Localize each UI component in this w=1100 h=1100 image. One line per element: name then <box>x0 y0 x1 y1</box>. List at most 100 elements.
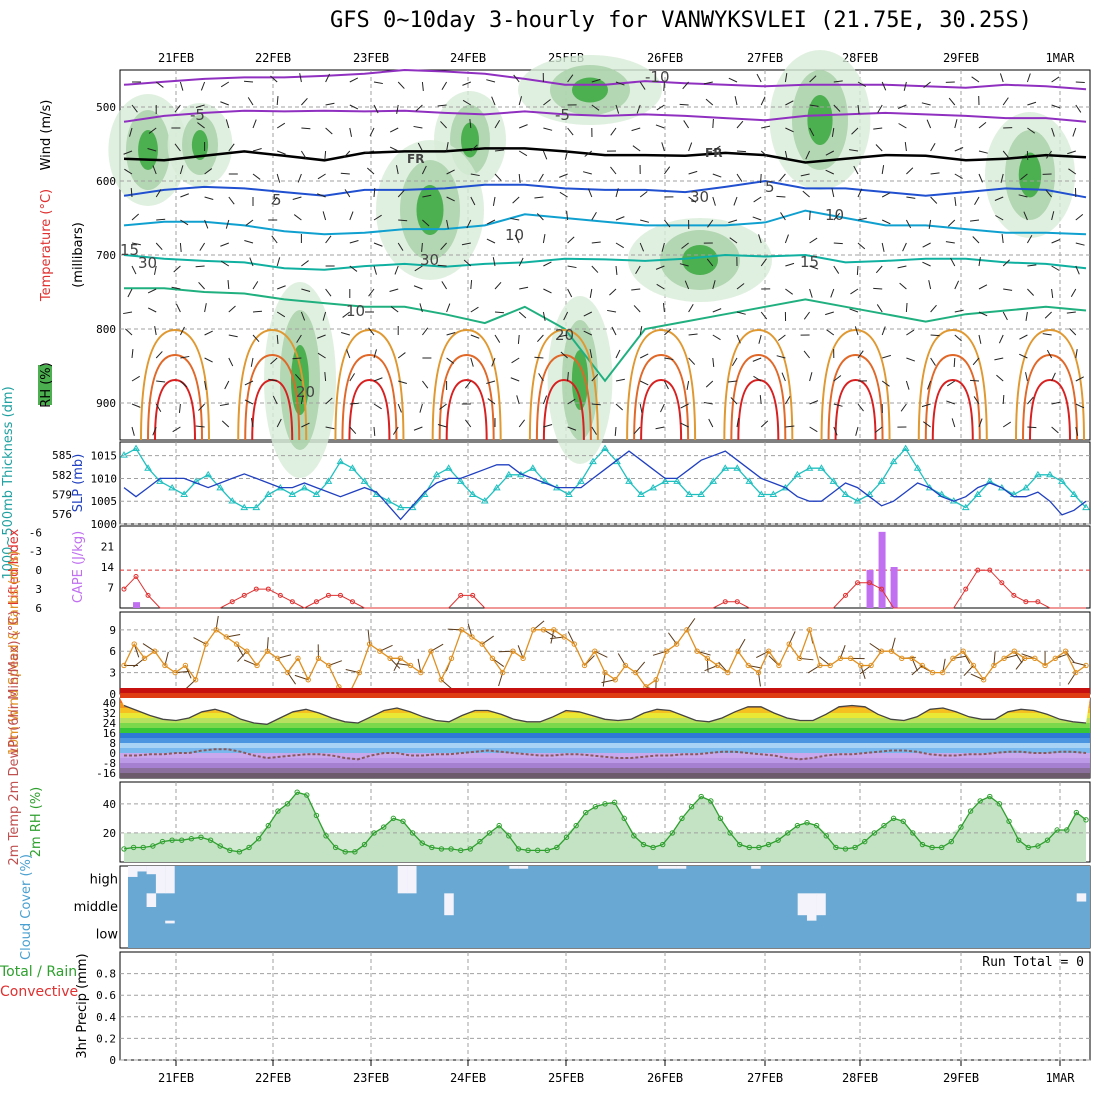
wind-barb <box>903 81 907 91</box>
wind-barb <box>753 375 762 382</box>
wind-barb <box>615 104 620 114</box>
wind-barb <box>1075 104 1082 113</box>
wind-barb <box>470 279 473 290</box>
wind-barb <box>930 142 936 152</box>
wind-barb <box>978 284 988 290</box>
lifted-index-point <box>289 599 295 605</box>
wind-barb <box>898 123 907 129</box>
wind-barb <box>437 264 447 267</box>
wind-barb <box>542 234 546 244</box>
temp-tick: -16 <box>96 767 116 780</box>
wind-barb <box>776 195 786 198</box>
lifted-index-point <box>722 599 728 605</box>
run-total: Run Total = 0 <box>982 955 1084 970</box>
precip-legend-convective: Convective <box>0 984 78 1000</box>
warm-contour <box>542 378 585 441</box>
wind-speed-point <box>223 634 230 640</box>
temp-tick: 24 <box>103 717 117 730</box>
cloud-gap <box>165 920 175 924</box>
wind-speed-point <box>561 634 567 640</box>
wind-barb <box>639 380 649 386</box>
wind-barb <box>174 104 181 113</box>
wind-barb <box>221 420 230 428</box>
wind-speed-point <box>602 669 608 676</box>
lifted-index-point <box>963 586 969 592</box>
wind-barb <box>516 395 520 405</box>
rh-point <box>717 815 724 822</box>
wind-barb <box>1046 150 1053 159</box>
wind-barb <box>487 398 496 405</box>
wind-barb <box>945 241 955 244</box>
wind-barb <box>225 219 230 229</box>
rh-point <box>765 841 772 848</box>
contour-label: 10 <box>505 226 524 244</box>
thickness-point <box>1082 503 1090 511</box>
contour-label: FR <box>407 152 424 166</box>
wind-barb <box>954 119 958 129</box>
wind-speed-point <box>141 655 148 662</box>
precip-legend-total: Total / Rain <box>0 964 77 980</box>
cloud-gap <box>397 866 408 894</box>
wind-barb <box>486 219 496 225</box>
wind-barb <box>954 309 964 313</box>
precip-axis-label: 3hr Precip (mm) <box>75 953 90 1058</box>
wind-barb <box>809 75 817 83</box>
wind-barb <box>784 234 789 244</box>
wind-barb <box>776 355 786 359</box>
cloud-axis-label: Cloud Cover (%) <box>19 854 34 960</box>
lifted-index-tick: 0 <box>35 564 42 577</box>
rh-point <box>833 844 839 851</box>
precip-tick: 0.2 <box>96 1032 116 1045</box>
rh-point <box>736 841 743 848</box>
wind-barb <box>857 81 867 87</box>
date-tick-bottom: 29FEB <box>943 1071 979 1085</box>
wind-barb <box>712 308 722 313</box>
wind-barb <box>760 150 769 158</box>
pressure-tick: 700 <box>96 249 116 262</box>
wind-barb <box>727 380 738 383</box>
wind-barb <box>172 426 181 433</box>
wind-barb <box>948 97 956 106</box>
wind-barb <box>759 394 762 405</box>
rh-point <box>486 830 493 836</box>
wind-barb <box>123 150 133 155</box>
wind-barb <box>204 380 207 390</box>
wind-speed-point <box>438 677 444 683</box>
wind-speed-point <box>929 669 936 676</box>
rh-point <box>371 830 377 836</box>
pressure-tick: 600 <box>96 175 116 188</box>
wind-barb <box>325 397 333 405</box>
rh-point <box>534 847 541 854</box>
wind-barb <box>851 127 859 135</box>
wind-barb <box>413 285 423 290</box>
wind-barb <box>1027 127 1036 134</box>
wind-barb <box>127 288 133 298</box>
wind-barb <box>349 127 353 137</box>
wind-barb <box>1019 334 1028 340</box>
wind-barb <box>684 280 690 290</box>
cape-bar <box>890 567 898 608</box>
wind-barb <box>417 142 423 152</box>
cloud-gap <box>518 866 529 869</box>
wind-speed-point <box>325 662 332 669</box>
wind-speed-point <box>356 669 363 676</box>
wind-barb <box>174 143 181 152</box>
wind-barb <box>249 257 254 267</box>
wind-speed-point <box>254 662 260 669</box>
wind-barb <box>373 214 382 221</box>
thickness-point <box>228 497 237 504</box>
wind-barb <box>536 213 544 221</box>
wind-speed-point <box>673 641 680 647</box>
wind-barb <box>437 104 447 107</box>
contour-label: 20 <box>296 383 315 401</box>
wind-barb <box>874 426 883 433</box>
wind-barb <box>486 79 496 83</box>
wind-speed-point <box>837 655 844 662</box>
wind-barb <box>904 142 907 152</box>
wind-barb <box>486 380 496 384</box>
rh-point <box>381 824 387 830</box>
wind-barb <box>633 305 641 313</box>
rh-tick: 20 <box>103 827 116 840</box>
wind-barb <box>639 81 646 90</box>
wind-barb <box>199 242 206 251</box>
